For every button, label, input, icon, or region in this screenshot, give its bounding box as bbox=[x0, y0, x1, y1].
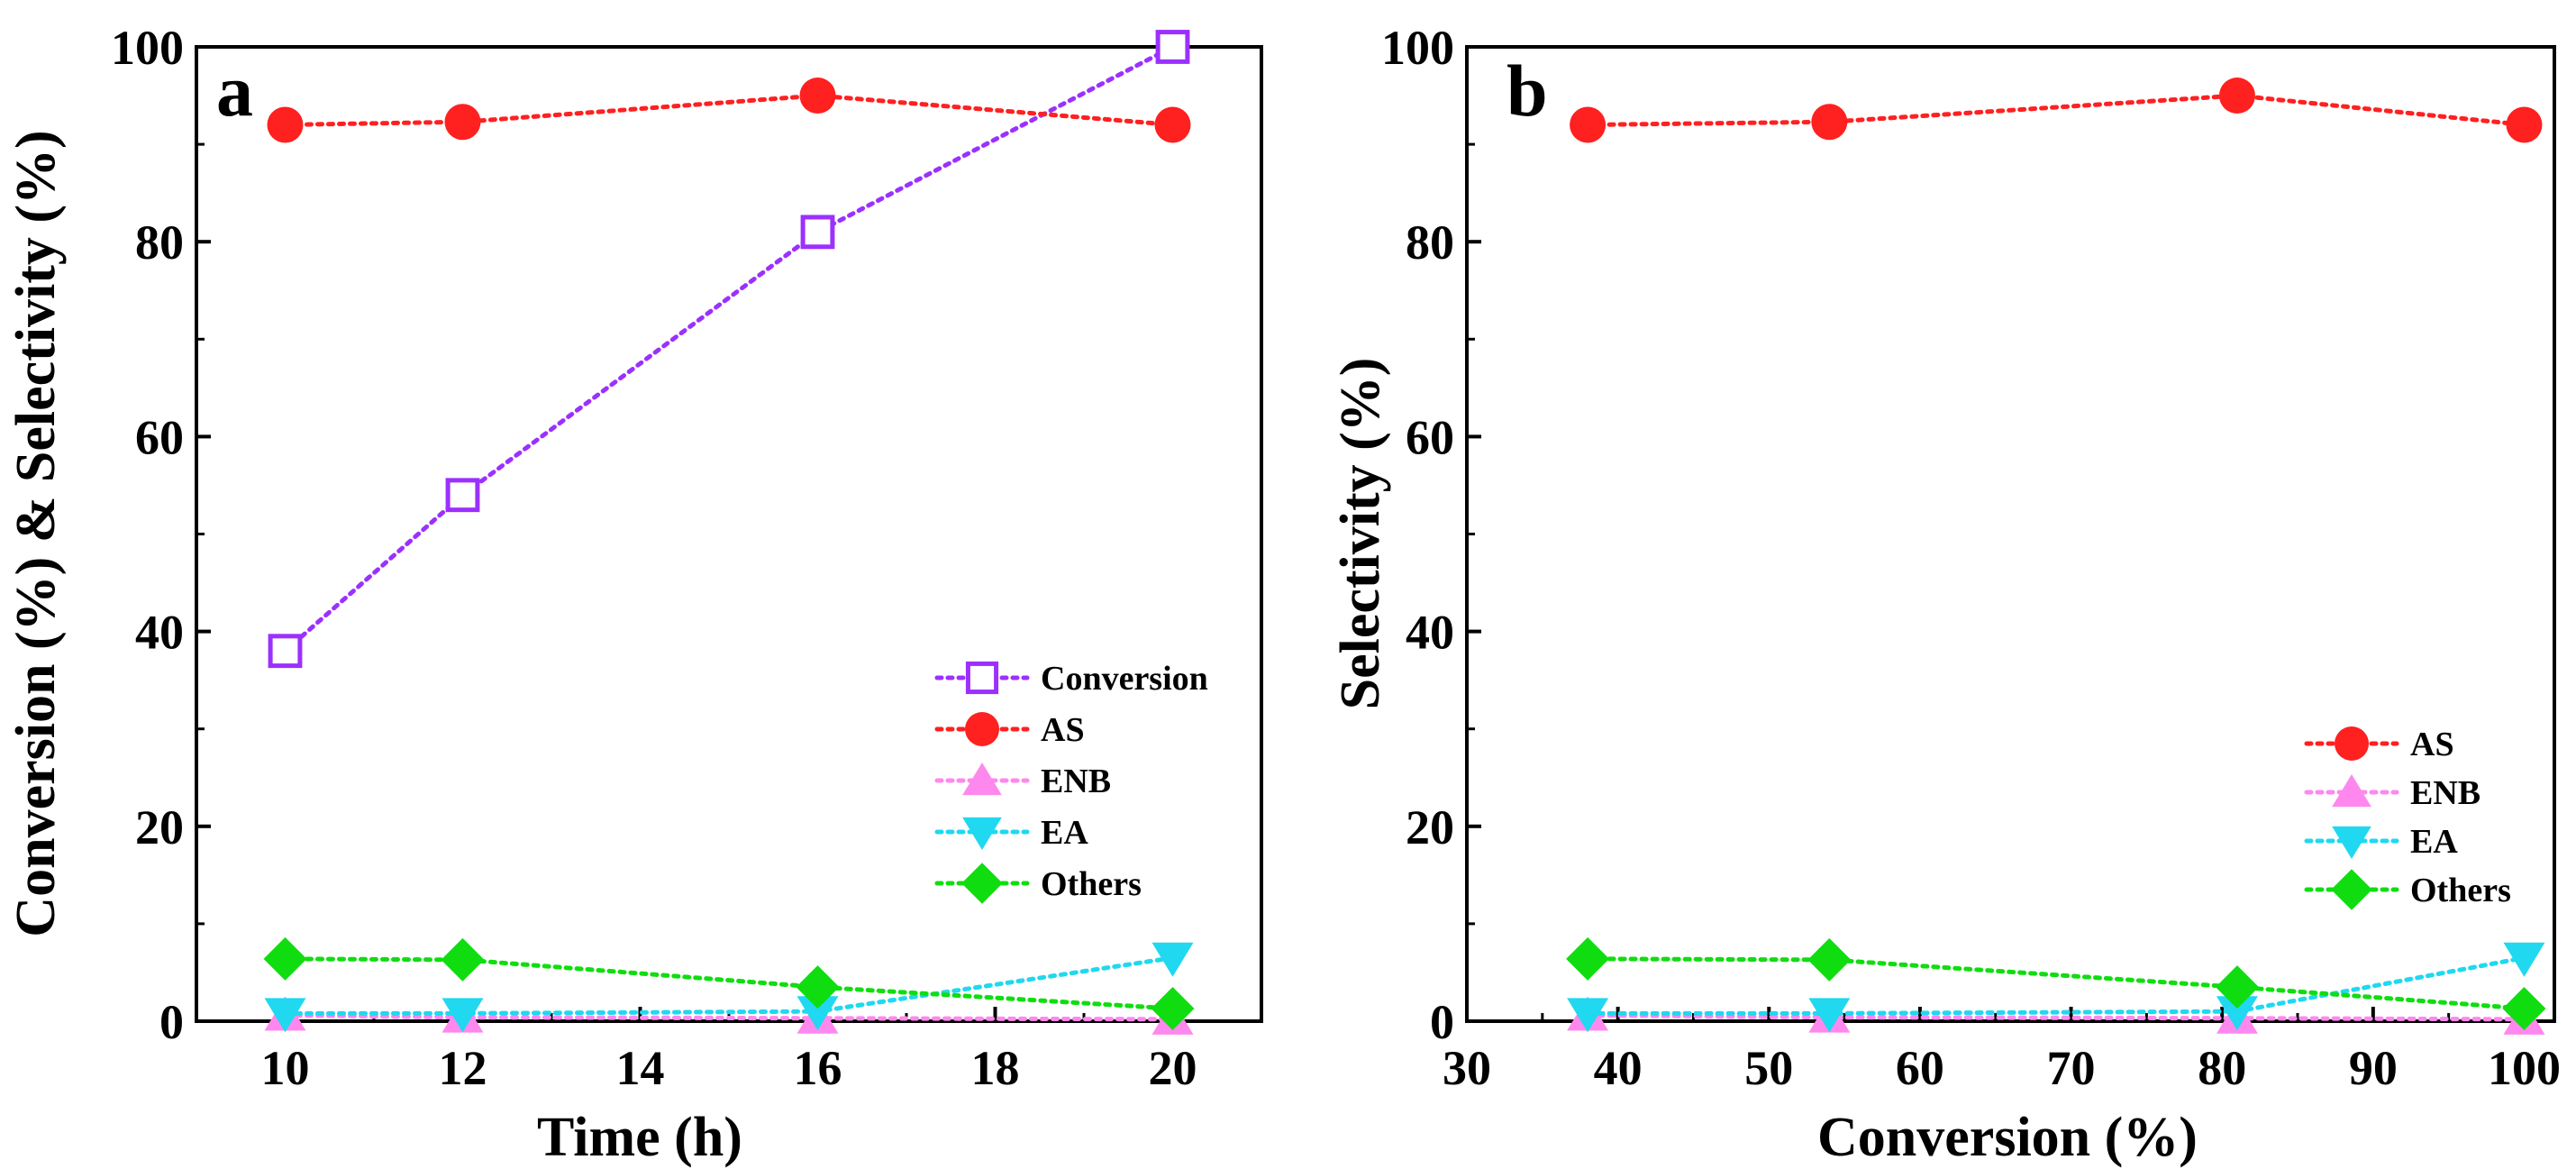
x-tick-label-14: 14 bbox=[616, 1041, 665, 1095]
y-tick-label-100: 100 bbox=[111, 21, 184, 75]
x-tick-label-70: 70 bbox=[2047, 1041, 2096, 1095]
data-point-others bbox=[441, 938, 485, 982]
data-point-as bbox=[800, 78, 836, 114]
series-conversion bbox=[270, 32, 1188, 666]
data-point-as bbox=[1570, 106, 1606, 142]
legend: Conversion AS ENB EA Others bbox=[937, 660, 1208, 904]
x-tick-label-80: 80 bbox=[2198, 1041, 2246, 1095]
series-line-conversion bbox=[286, 47, 1173, 651]
data-point-as bbox=[445, 104, 481, 140]
x-tick-label-16: 16 bbox=[794, 1041, 842, 1095]
legend-marker-others bbox=[2331, 869, 2372, 910]
y-axis-title: Conversion (%) & Selectivity (%) bbox=[5, 130, 67, 936]
series-line-enb bbox=[1588, 1016, 2524, 1019]
x-axis-title: Conversion (%) bbox=[1817, 1107, 2198, 1168]
x-tick-label-30: 30 bbox=[1443, 1041, 1491, 1095]
y-axis-title: Selectivity (%) bbox=[1330, 358, 1391, 710]
y-tick-label-80: 80 bbox=[135, 215, 184, 269]
y-tick-label-80: 80 bbox=[1406, 215, 1454, 269]
x-tick-label-10: 10 bbox=[261, 1041, 310, 1095]
x-tick-label-60: 60 bbox=[1896, 1041, 1944, 1095]
legend-label-as: AS bbox=[1041, 711, 1085, 749]
x-tick-label-20: 20 bbox=[1149, 1041, 1197, 1095]
data-point-as bbox=[2506, 106, 2542, 142]
y-tick-label-40: 40 bbox=[135, 606, 184, 660]
data-point-conversion bbox=[1158, 32, 1188, 62]
x-tick-label-90: 90 bbox=[2349, 1041, 2398, 1095]
series-line-as bbox=[1588, 96, 2524, 124]
data-point-conversion bbox=[448, 480, 478, 510]
data-point-as bbox=[1155, 106, 1191, 142]
x-axis-title: Time (h) bbox=[537, 1107, 742, 1168]
panel-letter: a bbox=[216, 50, 253, 132]
series-line-ea bbox=[1588, 958, 2524, 1014]
legend-marker-as bbox=[965, 712, 999, 746]
series-enb bbox=[1567, 997, 2544, 1035]
x-tick-label-100: 100 bbox=[2488, 1041, 2561, 1095]
legend: AS ENB EA Others bbox=[2307, 726, 2511, 910]
panel-letter: b bbox=[1506, 50, 1548, 132]
legend-label-others: Others bbox=[1041, 865, 1142, 903]
data-point-as bbox=[268, 106, 304, 142]
legend-label-ea: EA bbox=[2410, 823, 2458, 861]
plot-frame bbox=[1467, 47, 2554, 1021]
x-tick-label-18: 18 bbox=[971, 1041, 1020, 1095]
panel-a: 10 12 14 16 18 20 0 20 40 60 80 100 Time (h) Conversi… bbox=[5, 21, 1261, 1168]
x-tick-label-12: 12 bbox=[439, 1041, 487, 1095]
legend-marker-as bbox=[2335, 726, 2369, 761]
y-tick-label-0: 0 bbox=[159, 995, 184, 1049]
legend-label-others: Others bbox=[2410, 872, 2511, 909]
legend-label-enb: ENB bbox=[1041, 763, 1111, 800]
legend-label-as: AS bbox=[2410, 726, 2454, 763]
data-point-others bbox=[1566, 937, 1609, 981]
figure: 10 12 14 16 18 20 0 20 40 60 80 100 Time (h) Conversi… bbox=[0, 0, 2576, 1169]
legend-label-conversion: Conversion bbox=[1041, 660, 1208, 698]
data-point-conversion bbox=[803, 217, 833, 247]
legend-label-ea: EA bbox=[1041, 814, 1088, 852]
data-point-others bbox=[1151, 987, 1195, 1030]
y-tick-label-20: 20 bbox=[135, 800, 184, 854]
series-line-ea bbox=[286, 958, 1173, 1014]
series-line-enb bbox=[286, 1016, 1173, 1019]
y-tick-label-0: 0 bbox=[1430, 995, 1454, 1049]
y-tick-label-60: 60 bbox=[1406, 410, 1454, 464]
y-tick-label-40: 40 bbox=[1406, 606, 1454, 660]
data-point-others bbox=[2502, 987, 2545, 1030]
series-line-as bbox=[286, 96, 1173, 124]
data-point-as bbox=[1811, 104, 1847, 140]
x-tick-label-50: 50 bbox=[1744, 1041, 1793, 1095]
legend-marker-conversion bbox=[968, 663, 996, 691]
data-point-others bbox=[1807, 938, 1851, 982]
series-line-others bbox=[286, 959, 1173, 1009]
data-point-others bbox=[264, 937, 307, 981]
data-point-as bbox=[2219, 78, 2255, 114]
x-tick-label-40: 40 bbox=[1594, 1041, 1643, 1095]
legend-label-enb: ENB bbox=[2410, 774, 2480, 812]
data-point-conversion bbox=[270, 636, 300, 666]
y-tick-label-20: 20 bbox=[1406, 800, 1454, 854]
series-as bbox=[1570, 78, 2542, 142]
panel-b: 30 40 50 60 70 80 90 100 0 20 40 60 80 100 Conversion … bbox=[1330, 21, 2561, 1168]
y-tick-label-60: 60 bbox=[135, 410, 184, 464]
data-point-ea bbox=[2503, 943, 2544, 977]
legend-marker-others bbox=[961, 863, 1003, 904]
y-tick-label-100: 100 bbox=[1381, 21, 1454, 75]
